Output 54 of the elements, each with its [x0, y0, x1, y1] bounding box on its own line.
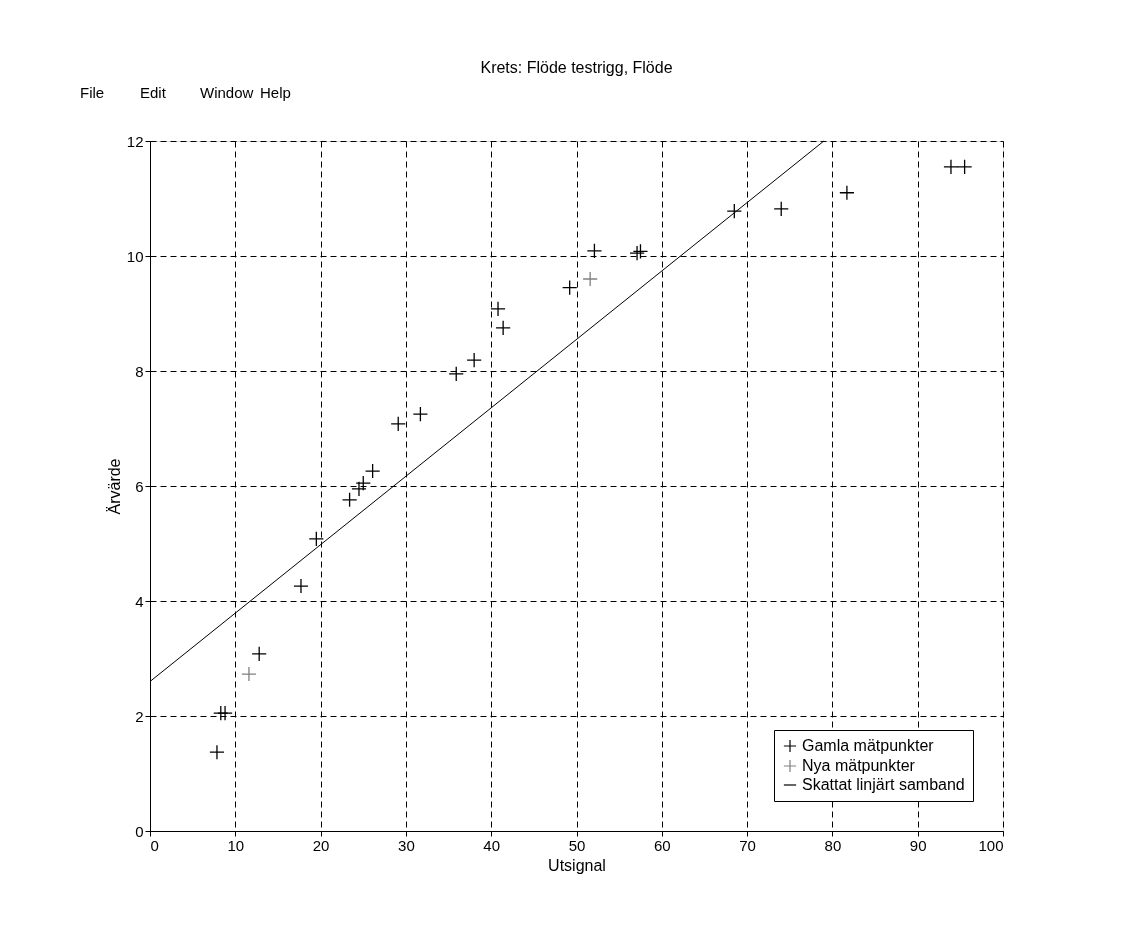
point	[412, 406, 429, 422]
x-tick-label: 70	[739, 836, 756, 854]
point	[956, 159, 973, 175]
point	[209, 744, 225, 760]
point	[629, 245, 645, 261]
x-tick-label: 40	[483, 836, 501, 854]
x-tick-label: 0	[150, 836, 159, 854]
point	[632, 243, 649, 260]
point	[251, 646, 267, 662]
point	[726, 203, 743, 219]
y-axis-title: Ärvärde	[105, 458, 123, 515]
x-tick-label: 60	[653, 836, 671, 854]
point	[448, 366, 464, 382]
y-tick-label: 6	[135, 477, 144, 495]
point	[561, 279, 578, 296]
y-tick-label: 10	[126, 247, 144, 265]
point	[308, 531, 325, 547]
point	[586, 243, 603, 259]
point	[217, 705, 233, 721]
x-tick-label: 80	[824, 836, 842, 854]
text: Window	[200, 84, 254, 101]
point	[466, 352, 482, 368]
x-tick-label: 50	[568, 836, 586, 854]
point	[355, 475, 371, 491]
text: Edit	[140, 84, 167, 101]
y-tick-label: 12	[126, 132, 144, 150]
point	[341, 492, 358, 508]
legend-label: Skattat linjärt samband	[802, 776, 965, 793]
legend-label: Gamla mätpunkter	[802, 737, 935, 754]
point	[495, 320, 511, 336]
text: File	[80, 84, 105, 101]
point	[364, 463, 381, 479]
x-tick-label: 30	[398, 836, 415, 854]
y-tick-label: 8	[135, 362, 144, 380]
point	[839, 185, 855, 201]
x-tick-label: 100	[978, 836, 1004, 854]
chart-title: Krets: Flöde testrigg, Flöde	[480, 59, 673, 76]
x-tick-label: 90	[909, 836, 927, 854]
point	[582, 271, 598, 287]
point	[351, 481, 367, 497]
text: Help	[260, 84, 291, 101]
x-axis-title: Utsignal	[548, 856, 606, 874]
x-tick-label: 20	[312, 836, 330, 854]
y-tick-label: 4	[135, 592, 144, 610]
point	[293, 578, 309, 594]
point	[490, 301, 506, 317]
y-tick-label: 0	[135, 822, 144, 840]
point	[390, 416, 406, 432]
point	[241, 666, 257, 682]
legend-label: Nya mätpunkter	[802, 757, 916, 774]
point	[943, 159, 959, 175]
y-tick-label: 2	[135, 707, 144, 725]
x-tick-label: 10	[227, 836, 245, 854]
point	[773, 201, 789, 217]
